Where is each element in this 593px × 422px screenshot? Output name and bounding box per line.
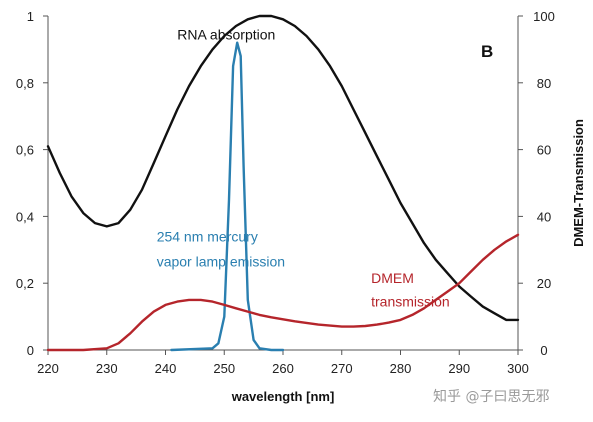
x-tick-label: 260	[272, 361, 294, 376]
y-left-tick-label: 0,8	[16, 76, 34, 91]
y-right-tick-label: 60	[537, 143, 551, 158]
y-right-tick-label: 20	[537, 276, 551, 291]
x-ticks: 220 230 240 250 260 270 280 290 300	[37, 350, 529, 376]
annotation-layer: RNA absorption 254 nm mercury vapor lamp e…	[157, 26, 450, 309]
chart-annotation: RNA absorption	[177, 26, 275, 42]
series-line-254-nm-mercury-vapor-lamp-emission	[170, 41, 285, 352]
y-right-ticks: 0 20 40 60 80 100	[518, 9, 555, 358]
y-left-tick-label: 0,4	[16, 209, 34, 224]
y-right-tick-label: 40	[537, 209, 551, 224]
chart-annotation: 254 nm mercury	[157, 228, 258, 244]
right-axis-title: DMEM-Transmission	[571, 119, 586, 247]
y-right-tick-label: 0	[540, 343, 547, 358]
series-line-dmem-transmission	[46, 233, 520, 352]
x-tick-label: 220	[37, 361, 59, 376]
chart-annotation: DMEM	[371, 270, 414, 286]
y-left-tick-label: 1	[27, 9, 34, 24]
x-tick-label: 280	[390, 361, 412, 376]
x-tick-label: 250	[213, 361, 235, 376]
y-left-tick-label: 0	[27, 343, 34, 358]
panel-letter: B	[481, 42, 493, 61]
chart-annotation: vapor lamp emission	[157, 254, 285, 270]
watermark-text: 知乎 @子曰思无邪	[433, 388, 549, 405]
x-tick-label: 240	[155, 361, 177, 376]
y-left-ticks: 0 0,2 0,4 0,6 0,8 1	[16, 9, 48, 358]
x-tick-label: 290	[448, 361, 470, 376]
x-tick-label: 300	[507, 361, 529, 376]
chart-annotation: transmission	[371, 294, 450, 310]
series-layer	[46, 14, 520, 352]
y-right-tick-label: 80	[537, 76, 551, 91]
y-right-tick-label: 100	[533, 9, 555, 24]
y-left-tick-label: 0,2	[16, 276, 34, 291]
x-tick-label: 270	[331, 361, 353, 376]
series-line-rna-absorption	[46, 14, 520, 322]
x-tick-label: 230	[96, 361, 118, 376]
x-axis-title: wavelength [nm]	[231, 389, 335, 404]
y-left-tick-label: 0,6	[16, 143, 34, 158]
